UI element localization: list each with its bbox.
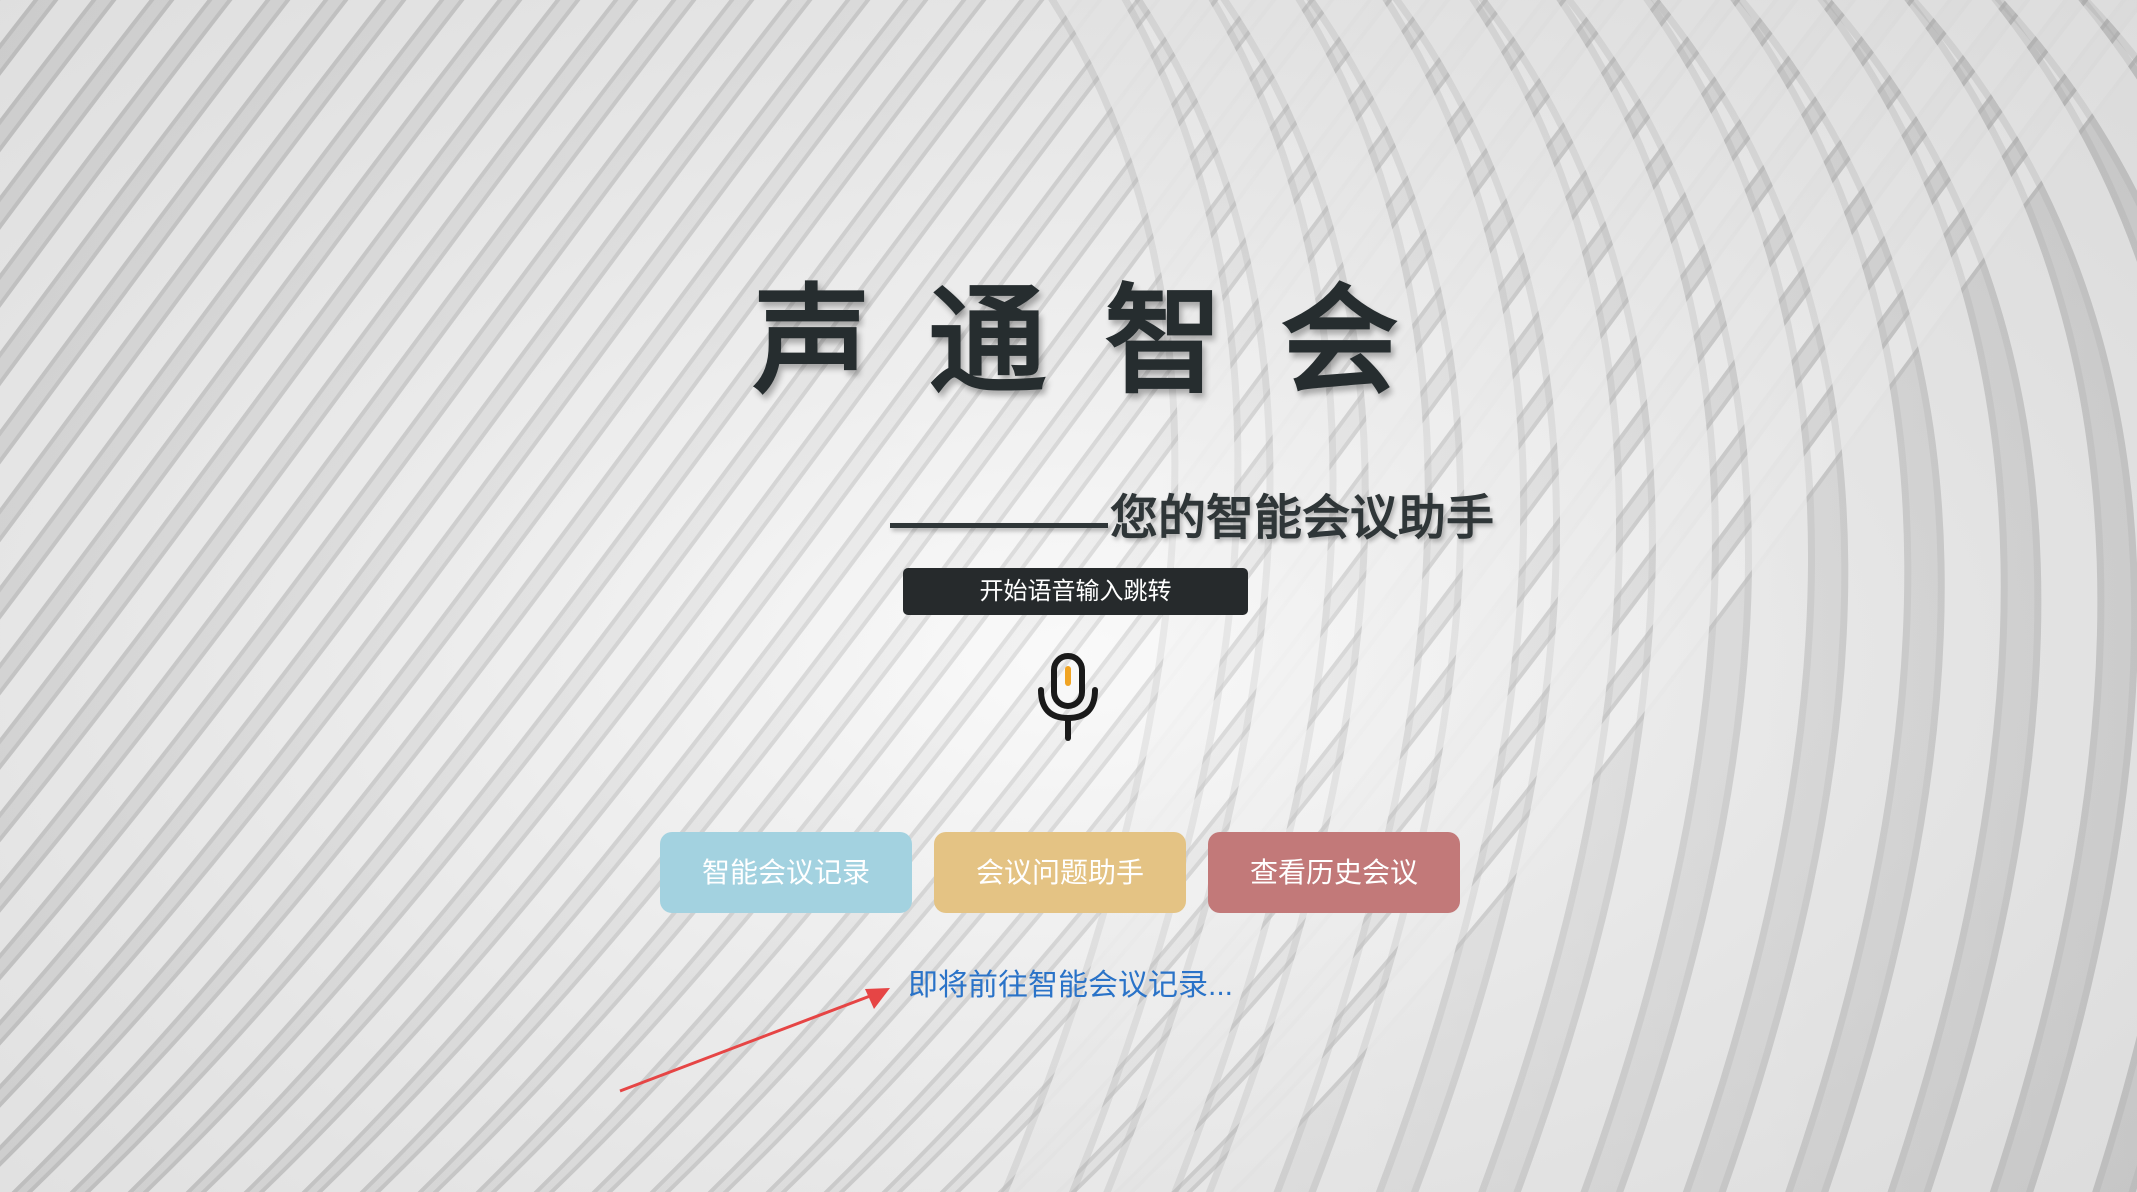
microphone-icon[interactable]	[1033, 652, 1103, 742]
meeting-record-button[interactable]: 智能会议记录	[660, 832, 912, 913]
red-arrow-icon	[619, 988, 890, 1093]
subtitle-dash	[890, 522, 1108, 528]
meeting-qa-assistant-button[interactable]: 会议问题助手	[934, 832, 1186, 913]
action-buttons: 智能会议记录 会议问题助手 查看历史会议	[660, 832, 1460, 913]
app-subtitle: 您的智能会议助手	[890, 492, 1494, 545]
history-meetings-button[interactable]: 查看历史会议	[1208, 832, 1460, 913]
start-voice-input-button[interactable]: 开始语音输入跳转	[903, 568, 1248, 615]
app-title: 声通智会	[752, 272, 1457, 410]
subtitle-text: 您的智能会议助手	[1110, 490, 1495, 546]
navigation-status-text: 即将前往智能会议记录...	[908, 969, 1234, 1002]
